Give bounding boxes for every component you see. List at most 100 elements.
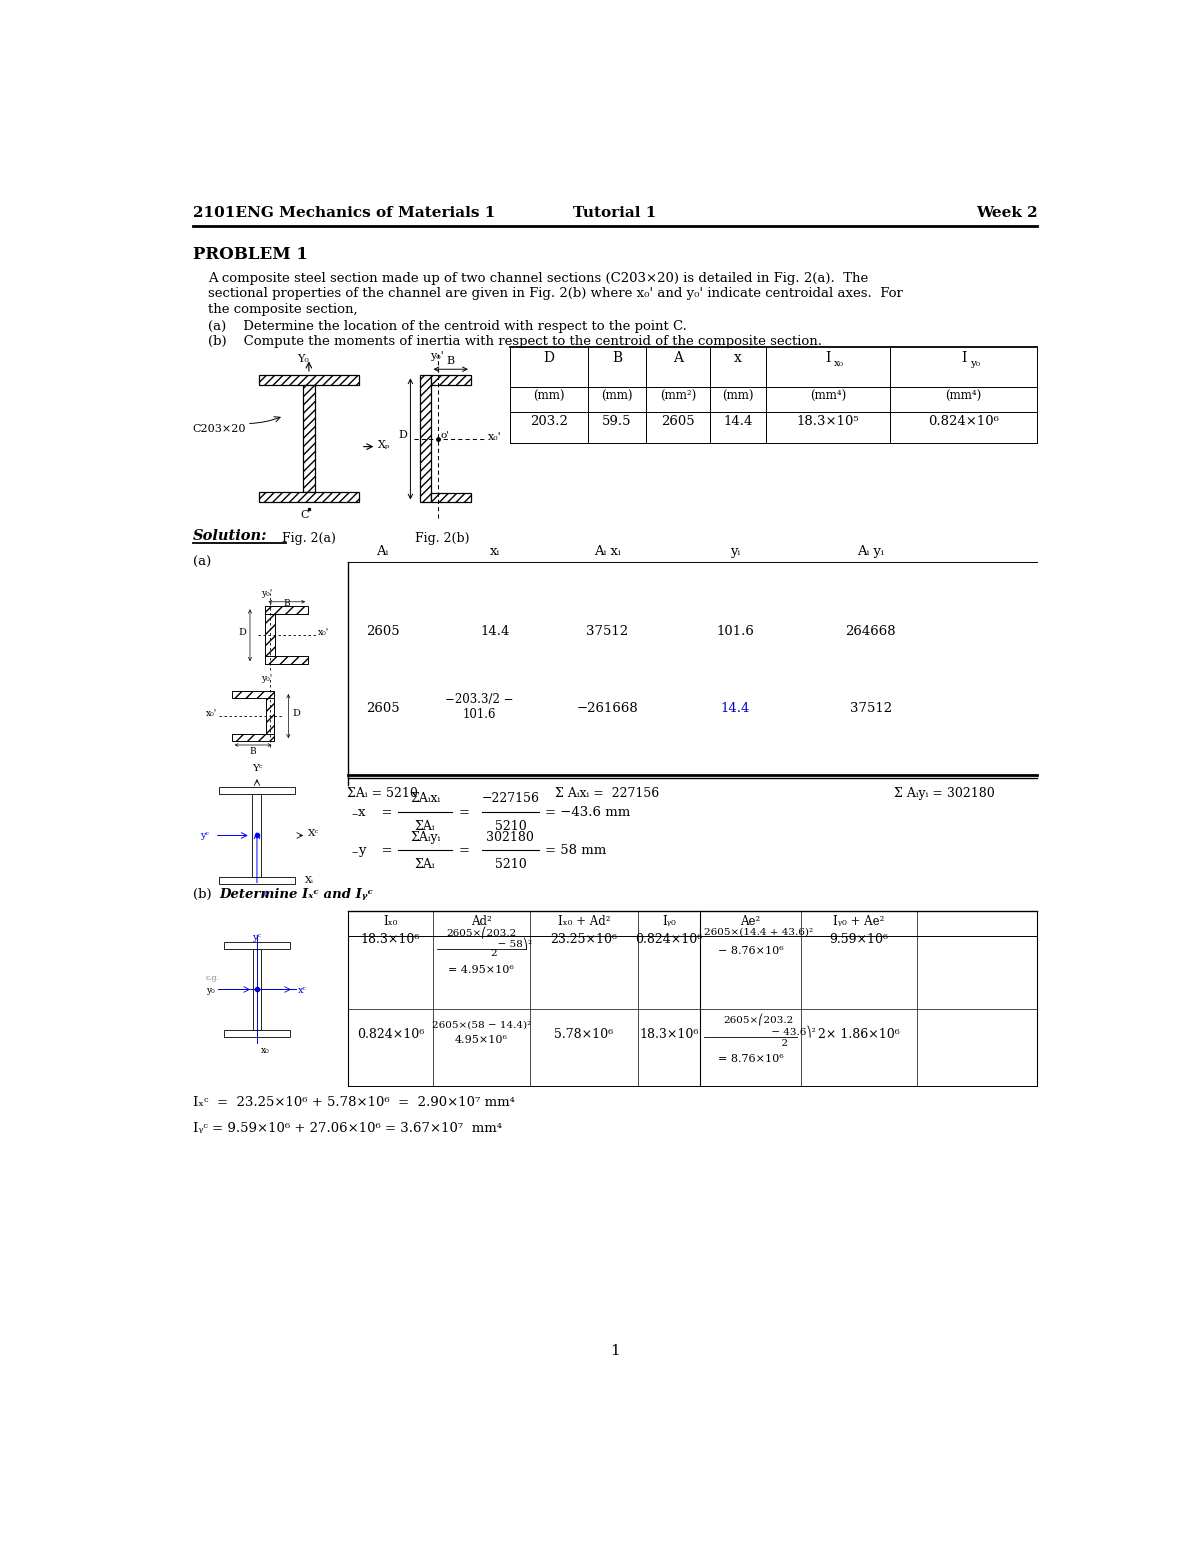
Text: sectional properties of the channel are given in Fig. 2(b) where x₀' and y₀' ind: sectional properties of the channel are … [208,287,904,300]
Text: 2101ENG Mechanics of Materials 1: 2101ENG Mechanics of Materials 1 [193,205,496,219]
Text: 2605: 2605 [661,415,695,429]
Text: D: D [239,629,246,637]
Text: 302180: 302180 [486,831,534,843]
Text: = −43.6 mm: = −43.6 mm [545,806,630,818]
Text: B: B [250,747,257,756]
Text: Σ Aᵢyᵢ = 302180: Σ Aᵢyᵢ = 302180 [894,787,995,800]
Text: 0.824×10⁶: 0.824×10⁶ [356,1028,424,1041]
Polygon shape [224,943,290,949]
Text: xᶜ: xᶜ [298,986,307,995]
Text: 37512: 37512 [850,702,892,714]
Text: y: y [358,845,365,857]
Text: 101.6: 101.6 [716,624,754,638]
Polygon shape [431,494,470,503]
Text: 264668: 264668 [846,624,896,638]
Text: Y₀: Y₀ [298,354,310,363]
Text: Solution:: Solution: [193,530,268,544]
Text: =: = [458,806,469,818]
Text: Aᵢ xᵢ: Aᵢ xᵢ [594,545,620,558]
Text: A composite steel section made up of two channel sections (C203×20) is detailed : A composite steel section made up of two… [208,272,869,284]
Polygon shape [252,949,262,1031]
Text: C: C [300,509,308,520]
Text: 14.4: 14.4 [480,624,510,638]
Text: o': o' [440,432,450,441]
Text: (mm²): (mm²) [660,390,696,402]
Text: 0.824×10⁶: 0.824×10⁶ [929,415,1000,429]
Text: 101.6: 101.6 [463,708,496,721]
Text: PROBLEM 1: PROBLEM 1 [193,247,307,264]
Text: 59.5: 59.5 [602,415,631,429]
Text: Xₚ: Xₚ [378,439,390,450]
Text: Iᵧ₀ + Ae²: Iᵧ₀ + Ae² [834,915,884,927]
Polygon shape [232,735,275,741]
Polygon shape [431,376,470,385]
Text: (mm⁴): (mm⁴) [946,390,982,402]
Text: x₀': x₀' [317,629,329,637]
Polygon shape [265,606,308,613]
Text: ΣAᵢxᵢ: ΣAᵢxᵢ [410,792,440,804]
Text: y₀': y₀' [262,590,272,598]
Text: x₀: x₀ [260,1047,270,1054]
Text: (mm): (mm) [533,390,565,402]
Text: c.g.: c.g. [206,974,220,981]
Polygon shape [232,691,275,697]
Polygon shape [224,1031,290,1037]
Text: 14.4: 14.4 [724,415,752,429]
Text: Iᵧᶜ = 9.59×10⁶ + 27.06×10⁶ = 3.67×10⁷  mm⁴: Iᵧᶜ = 9.59×10⁶ + 27.06×10⁶ = 3.67×10⁷ mm… [193,1121,502,1135]
Text: 1: 1 [610,1345,620,1359]
Text: D: D [398,430,407,439]
Text: Aᵢ: Aᵢ [377,545,389,558]
Text: (mm): (mm) [601,390,632,402]
Text: 2605×⎛203.2: 2605×⎛203.2 [446,926,516,938]
Text: 23.25×10⁶: 23.25×10⁶ [551,933,618,946]
Text: −227156: −227156 [481,792,539,804]
Text: − 8.76×10⁶: − 8.76×10⁶ [718,946,784,957]
Polygon shape [218,787,295,794]
Text: −261668: −261668 [576,702,638,714]
Text: Iₓ₀: Iₓ₀ [383,915,397,927]
Text: 18.3×10⁵: 18.3×10⁵ [797,415,859,429]
Text: (mm): (mm) [722,390,754,402]
Text: y₀: y₀ [205,986,215,995]
Text: yᶜ: yᶜ [252,933,262,943]
Text: (b): (b) [193,888,211,901]
Text: x₀: x₀ [834,359,845,368]
Text: 2605×(58 − 14.4)²: 2605×(58 − 14.4)² [432,1020,530,1030]
Text: y₀': y₀' [262,674,272,683]
Text: Xᵢ: Xᵢ [305,876,313,885]
Text: y₀': y₀' [430,351,444,360]
Text: A: A [673,351,683,365]
Text: 5210: 5210 [494,859,527,871]
Text: 18.3×10⁶: 18.3×10⁶ [360,933,420,946]
Text: –: – [352,808,358,820]
Text: I: I [826,351,830,365]
Polygon shape [252,794,262,877]
Polygon shape [302,385,316,492]
Text: (b)    Compute the moments of inertia with respect to the centroid of the compos: (b) Compute the moments of inertia with … [208,335,822,348]
Text: 5210: 5210 [494,820,527,832]
Text: Fig. 2(a): Fig. 2(a) [282,531,336,545]
Text: = 58 mm: = 58 mm [545,845,606,857]
Text: Iₓᶜ  =  23.25×10⁶ + 5.78×10⁶  =  2.90×10⁷ mm⁴: Iₓᶜ = 23.25×10⁶ + 5.78×10⁶ = 2.90×10⁷ mm… [193,1096,515,1109]
Text: 2: 2 [466,949,498,958]
Text: D: D [544,351,554,365]
Polygon shape [420,376,431,503]
Text: 14.4: 14.4 [720,702,750,714]
Text: (mm⁴): (mm⁴) [810,390,846,402]
Text: xᵢ: xᵢ [490,545,500,558]
Text: 203.2: 203.2 [530,415,568,429]
Polygon shape [266,691,275,741]
Text: B: B [283,599,290,607]
Text: (a)    Determine the location of the centroid with respect to the point C.: (a) Determine the location of the centro… [208,320,686,332]
Text: 2605: 2605 [366,624,400,638]
Text: x: x [734,351,742,365]
Text: 2: 2 [736,1039,788,1048]
Text: Week 2: Week 2 [976,205,1037,219]
Polygon shape [258,376,359,385]
Text: 5.78×10⁶: 5.78×10⁶ [554,1028,613,1041]
Text: Determine Iₓᶜ and Iᵧᶜ: Determine Iₓᶜ and Iᵧᶜ [220,888,373,901]
Polygon shape [258,492,359,503]
Text: –: – [352,846,358,859]
Text: y₀: y₀ [970,359,980,368]
Text: Fig. 2(b): Fig. 2(b) [415,531,469,545]
